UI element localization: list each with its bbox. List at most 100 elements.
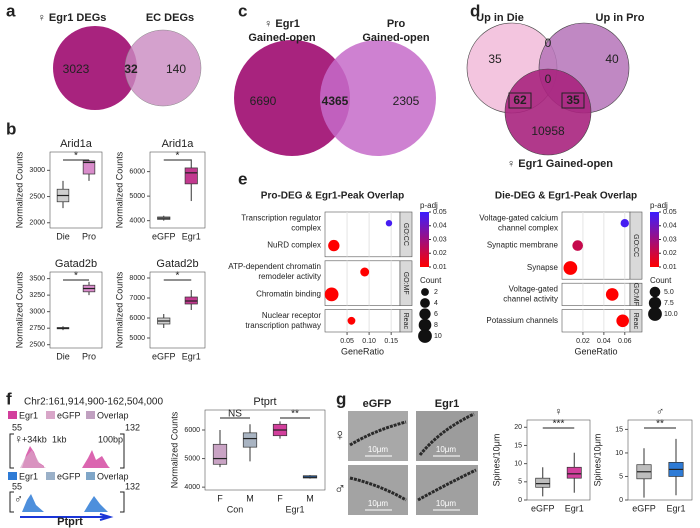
plot-title: Arid1a (60, 138, 93, 150)
facet-label: GO:MF (632, 283, 639, 306)
significance: ** (656, 419, 664, 430)
y-tick-label: 4000 (129, 217, 145, 224)
track (22, 494, 44, 512)
plot-title: ♂ (656, 406, 664, 418)
plot-frame (526, 419, 591, 501)
legend-label: 10 (434, 333, 442, 340)
y-tick-label: 7000 (129, 295, 145, 302)
category-label: eGFP (632, 503, 656, 513)
y-tick-label: 10 (615, 450, 623, 457)
box (242, 432, 258, 448)
facet-strip (399, 260, 413, 306)
legend-label: 6 (434, 311, 438, 318)
term-label: remodeler activity (258, 272, 321, 281)
column-label: eGFP (363, 398, 392, 410)
legend-dot (418, 318, 432, 332)
set-label: Up in Die (476, 12, 524, 24)
category-label: eGFP (531, 503, 555, 513)
sex: ♀ (14, 432, 23, 446)
dot (347, 316, 356, 325)
count: 0 (545, 36, 552, 50)
plot-title: Pro-DEG & Egr1-Peak Overlap (261, 191, 404, 202)
plot-title: Gatad2b (55, 258, 97, 270)
legend-dot (648, 296, 662, 310)
term-label: Potassium channels (486, 316, 558, 325)
box (535, 477, 551, 488)
category-label: eGFP (152, 351, 176, 361)
facet-label: Reac (632, 313, 639, 330)
venn-circle (53, 26, 137, 110)
dot (620, 219, 629, 228)
column-label: Egr1 (435, 398, 459, 410)
facet-label: GO:CC (402, 223, 409, 246)
count: 40 (605, 52, 619, 66)
dot (324, 287, 339, 302)
count: 2305 (393, 94, 420, 108)
micrograph (348, 465, 408, 515)
x-tick-label: 0.06 (618, 338, 632, 345)
legend-tick-label: 0.01 (433, 264, 447, 271)
y-tick-label: 2500 (29, 193, 45, 200)
y-tick-label: 20 (514, 424, 522, 431)
facet-panel (561, 282, 631, 306)
scale-label: 10μm (368, 499, 389, 508)
significance: * (74, 151, 78, 162)
scale-max: 132 (125, 481, 140, 491)
count: 32 (124, 62, 138, 76)
set-label: ♀ Egr1 DEGs (38, 12, 107, 24)
plot-frame (49, 151, 103, 229)
locus: Chr2:161,914,900-162,504,000 (24, 397, 163, 408)
panel-letter: f (6, 389, 12, 408)
gene-label: Ptprt (57, 516, 83, 528)
micrograph (416, 411, 478, 461)
scale-label: 10μm (436, 445, 457, 454)
color-bar (420, 212, 429, 267)
dendrite (418, 412, 475, 456)
category-label: F (217, 493, 223, 503)
sex: ♂ (14, 492, 23, 506)
y-tick-label: 3000 (29, 308, 45, 315)
facet-strip (399, 211, 413, 258)
y-axis-label: Normalized Counts (14, 151, 24, 228)
gene-arrow (20, 513, 114, 521)
set-label: Gained-open (362, 32, 430, 44)
track (20, 450, 46, 468)
category-label: Egr1 (666, 503, 685, 513)
y-axis-label: Normalized Counts (14, 271, 24, 348)
legend-swatch (8, 411, 17, 419)
y-tick-label: 2500 (29, 342, 45, 349)
legend-tick-label: 0.04 (433, 223, 447, 230)
legend-dot (418, 329, 432, 343)
plot-title: ♀ (554, 406, 562, 418)
term-label: transcription pathway (245, 321, 321, 330)
legend-tick-label: 0.04 (663, 223, 677, 230)
dot (328, 239, 340, 252)
scale-max: 132 (125, 422, 140, 432)
track (84, 496, 108, 512)
count: 62 (513, 93, 527, 107)
plot-frame (149, 151, 206, 229)
count-box (508, 92, 532, 109)
legend-swatch (46, 472, 55, 480)
y-tick-label: 6000 (129, 168, 145, 175)
venn-circle (124, 29, 202, 107)
count: 35 (566, 93, 580, 107)
legend-label: Egr1 (19, 471, 38, 481)
term-label: Synapse (527, 263, 559, 272)
plot-frame (49, 271, 103, 349)
color-bar (650, 212, 659, 267)
track-label: 1kb (52, 434, 67, 444)
legend-swatch (86, 411, 95, 419)
legend-label: 7.5 (664, 300, 674, 307)
panel-letter: a (6, 1, 16, 20)
legend-tick-label: 0.05 (433, 209, 447, 216)
panel-letter: b (6, 119, 16, 138)
set-label: Up in Pro (596, 12, 645, 24)
term-label: Voltage-gated calcium (479, 213, 558, 222)
group-label: Con (227, 504, 244, 514)
dot (616, 314, 629, 328)
scale-label: 10μm (368, 445, 389, 454)
term-label: Transcription regulator (241, 213, 321, 222)
y-tick-label: 3250 (29, 292, 45, 299)
y-tick-label: 5000 (129, 335, 145, 342)
